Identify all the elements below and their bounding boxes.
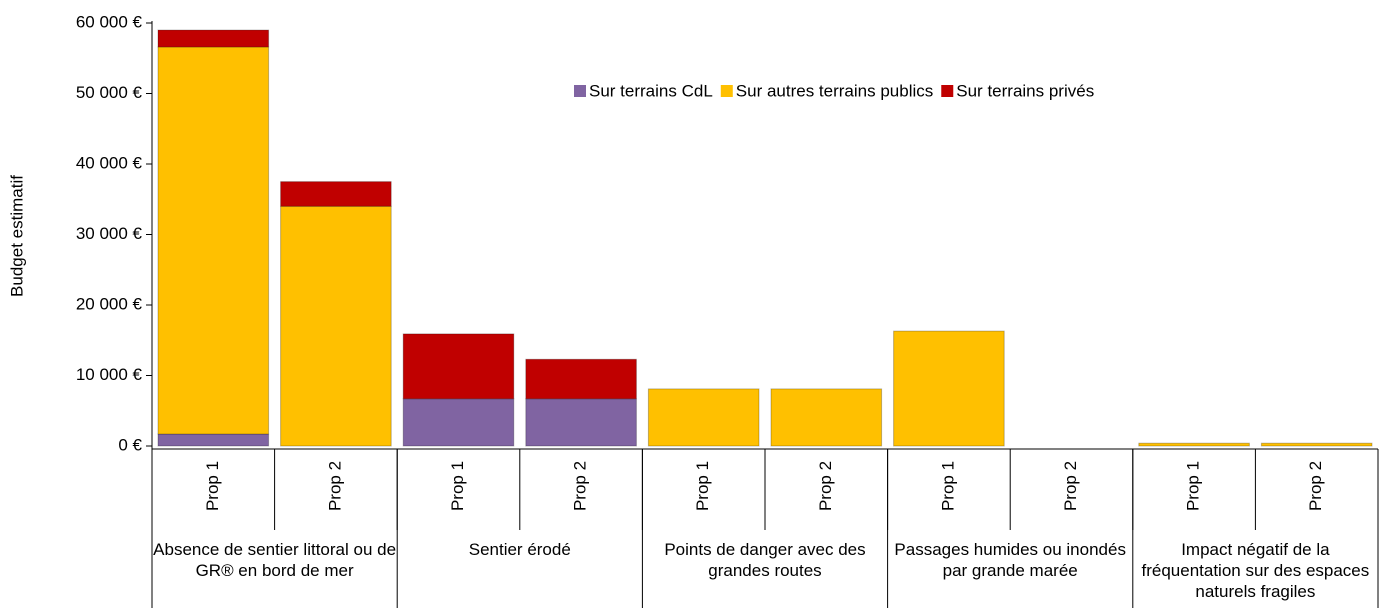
x-tick-label: Prop 2 xyxy=(1306,461,1325,511)
group-label: Passages humides ou inondés par grande m… xyxy=(894,540,1126,580)
legend-swatch xyxy=(720,85,733,97)
x-tick-label: Prop 1 xyxy=(1184,461,1203,511)
legend-swatch xyxy=(941,85,954,97)
y-axis-title: Budget estimatif xyxy=(7,175,26,297)
x-tick-label: Prop 1 xyxy=(938,461,957,511)
y-tick-label: 30 000 € xyxy=(76,224,143,243)
x-tick-label: Prop 2 xyxy=(571,461,590,511)
x-tick-label: Prop 2 xyxy=(816,461,835,511)
bar-segment xyxy=(1260,442,1373,447)
legend-label: Sur autres terrains publics xyxy=(736,81,933,100)
bar-segment xyxy=(770,388,883,447)
group-label: Absence de sentier littoral ou de GR® en… xyxy=(153,540,397,580)
y-tick-label: 0 € xyxy=(118,435,142,454)
bar-segment xyxy=(157,46,270,435)
x-tick-label: Prop 1 xyxy=(203,461,222,511)
bar-segment xyxy=(525,358,637,400)
legend-swatch xyxy=(574,85,586,97)
x-tick-label: Prop 2 xyxy=(325,461,344,511)
legend-label: Sur terrains CdL xyxy=(589,81,713,100)
bar-segment xyxy=(647,388,760,447)
bar-segment xyxy=(525,398,637,447)
bar-segment xyxy=(402,333,515,400)
group-label: Points de danger avec des grandes routes xyxy=(664,540,866,580)
x-tick-label: Prop 1 xyxy=(693,461,712,511)
bar-segment xyxy=(402,398,515,447)
y-tick-label: 10 000 € xyxy=(76,365,143,384)
group-label: Sentier érodé xyxy=(468,540,571,559)
bar-segment xyxy=(280,205,392,447)
x-tick-label: Prop 1 xyxy=(448,461,467,511)
group-label: Impact négatif de la fréquentation sur d… xyxy=(1141,540,1370,601)
x-tick-label: Prop 2 xyxy=(1061,461,1080,511)
bar-segment xyxy=(157,433,270,447)
y-tick-label: 60 000 € xyxy=(76,12,143,31)
y-tick-label: 20 000 € xyxy=(76,294,143,313)
bar-segment xyxy=(893,330,1005,447)
bar-segment xyxy=(157,29,270,48)
bar-segment xyxy=(280,181,392,207)
bar-segment xyxy=(1138,442,1250,447)
y-tick-label: 50 000 € xyxy=(76,83,143,102)
y-tick-label: 40 000 € xyxy=(76,153,143,172)
legend-label: Sur terrains privés xyxy=(956,81,1094,100)
